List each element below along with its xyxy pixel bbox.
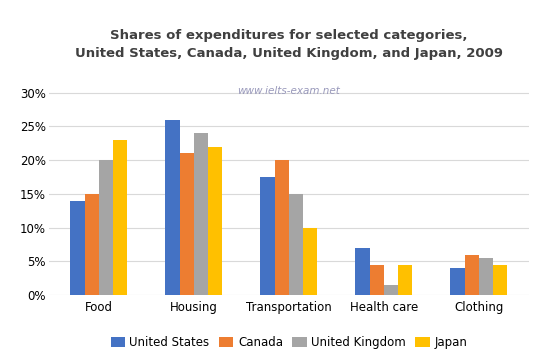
Text: www.ielts-exam.net: www.ielts-exam.net: [238, 86, 340, 96]
Bar: [398, 265, 413, 295]
Bar: [70, 201, 85, 295]
Bar: [113, 140, 127, 295]
Bar: [194, 133, 208, 295]
Bar: [208, 147, 222, 295]
Bar: [99, 160, 113, 295]
Bar: [384, 285, 398, 295]
Bar: [260, 177, 275, 295]
Bar: [479, 258, 493, 295]
Legend: United States, Canada, United Kingdom, Japan: United States, Canada, United Kingdom, J…: [106, 331, 472, 354]
Bar: [303, 228, 318, 295]
Bar: [370, 265, 384, 295]
Bar: [85, 194, 99, 295]
Bar: [493, 265, 508, 295]
Bar: [450, 268, 464, 295]
Bar: [275, 160, 289, 295]
Bar: [180, 153, 194, 295]
Bar: [289, 194, 303, 295]
Text: Shares of expenditures for selected categories,
United States, Canada, United Ki: Shares of expenditures for selected cate…: [75, 29, 503, 60]
Bar: [355, 248, 370, 295]
Bar: [165, 120, 180, 295]
Bar: [464, 255, 479, 295]
